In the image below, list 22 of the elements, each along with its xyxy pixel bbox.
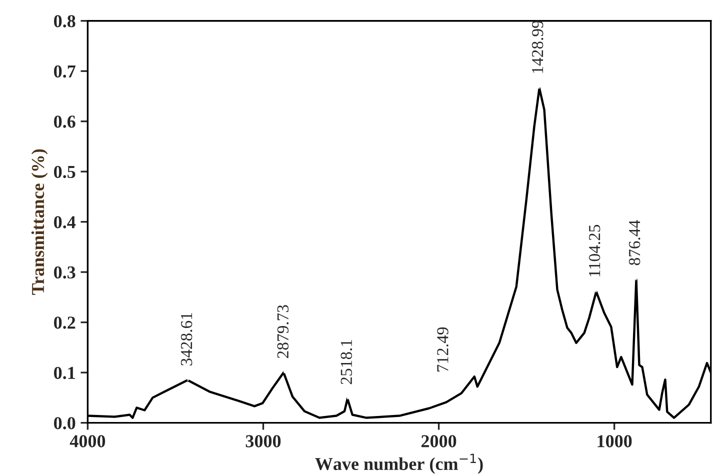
y-tick-label: 0.3 bbox=[54, 266, 76, 279]
x-tick-label: 4000 bbox=[70, 435, 106, 448]
y-tick-label: 0.4 bbox=[54, 216, 76, 228]
annotation: 1104.25 bbox=[588, 224, 600, 276]
y-tick-label: 0.2 bbox=[54, 316, 76, 329]
y-tick-label: 0.8 bbox=[54, 15, 76, 28]
y-tick-label: 0.0 bbox=[54, 417, 76, 430]
x-tick-label: 3000 bbox=[246, 435, 281, 448]
annotation: 3428.61 bbox=[180, 313, 192, 366]
y-tick-label: 0.6 bbox=[54, 116, 76, 128]
annotation: 712.49 bbox=[437, 327, 448, 372]
y-tick-label: 0.7 bbox=[54, 65, 76, 78]
annotation: 2518.1 bbox=[340, 340, 352, 384]
x-tick-label: 1000 bbox=[598, 435, 632, 448]
annotation: 2879.73 bbox=[277, 305, 289, 358]
y-tick-label: 0.1 bbox=[54, 366, 75, 380]
x-tick-label: 2000 bbox=[421, 435, 456, 448]
annotation: 876.44 bbox=[628, 220, 640, 266]
y-axis-title: Transmittance (%) bbox=[31, 149, 48, 295]
annotation: 1428.99 bbox=[532, 20, 544, 73]
x-axis-title: Wave number (cm$^{−1}$) bbox=[315, 454, 483, 474]
y-tick-label: 0.5 bbox=[54, 166, 76, 178]
